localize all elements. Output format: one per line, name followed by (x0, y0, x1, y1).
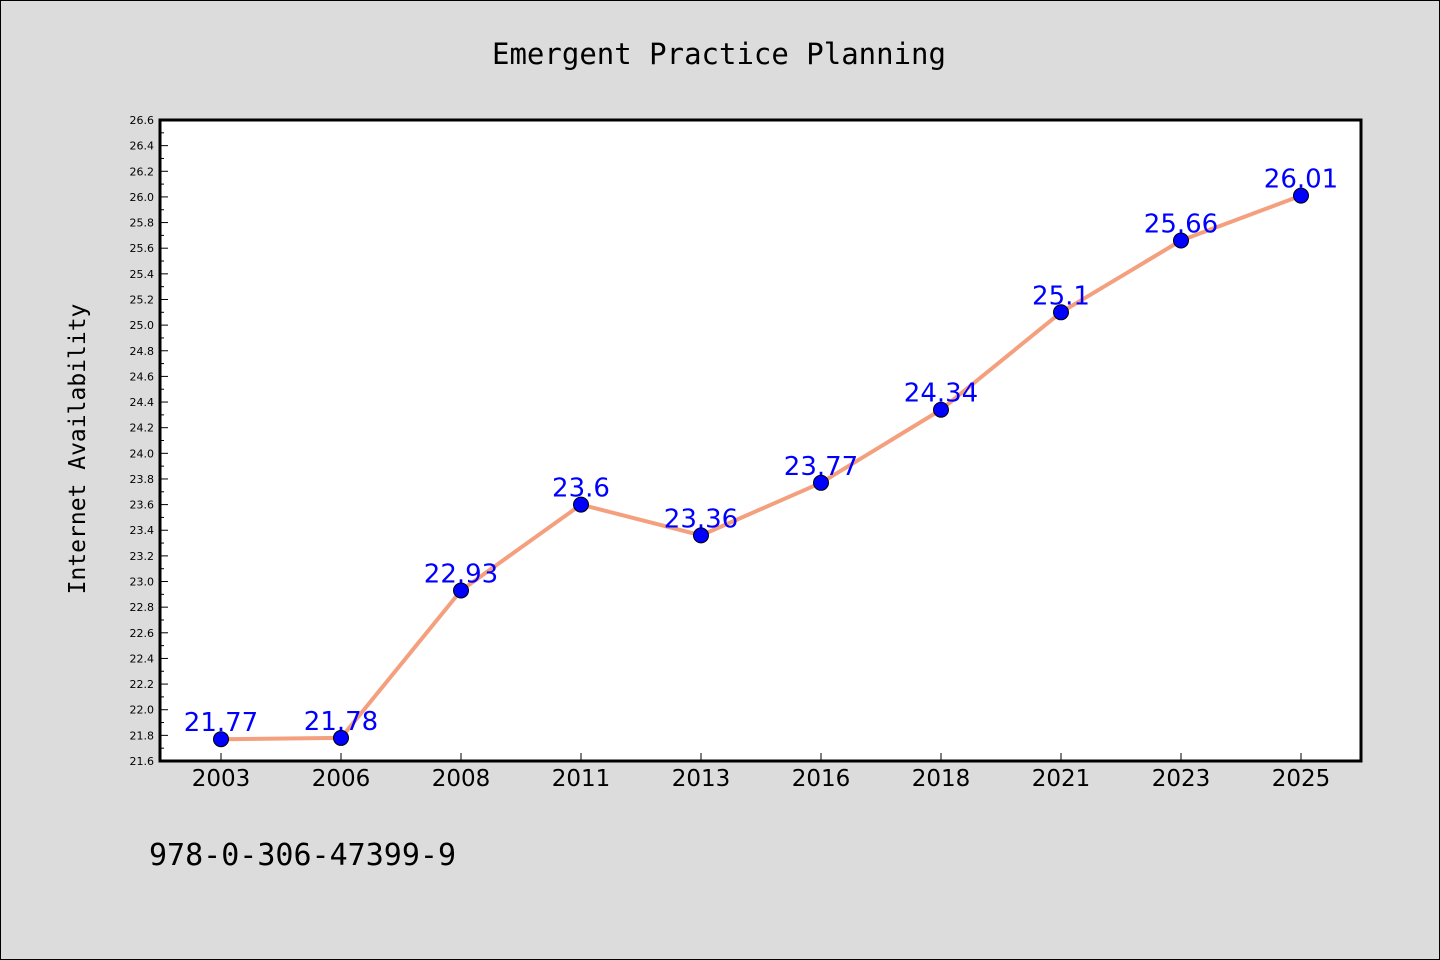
plot-area (160, 120, 1361, 761)
x-axis: 2003 2006 2008 2011 2013 2016 2018 2021 2023 2025 (192, 753, 1331, 792)
y-tick-label: 23.8 (130, 473, 155, 486)
y-tick-label: 26.0 (130, 191, 155, 204)
x-tick-label: 2003 (192, 766, 251, 792)
data-label: 23.36 (664, 504, 738, 534)
data-point (1173, 232, 1189, 249)
y-tick-label: 23.2 (130, 550, 155, 563)
data-point (453, 582, 469, 599)
data-point (693, 527, 709, 544)
y-tick-label: 22.6 (130, 627, 155, 640)
y-tick-label: 21.6 (130, 755, 155, 768)
data-labels: 21.77 21.78 22.93 23.6 23.36 23.77 24.34 25.1 25… (184, 165, 1338, 739)
data-point (333, 729, 349, 746)
data-points (213, 187, 1309, 748)
x-tick-label: 2016 (792, 766, 851, 792)
data-label: 23.77 (784, 452, 858, 482)
data-point (1293, 187, 1309, 204)
x-tick-label: 2025 (1272, 766, 1331, 792)
data-point (813, 474, 829, 491)
x-tick-label: 2008 (432, 766, 491, 792)
y-tick-label: 25.8 (130, 217, 155, 230)
series-line (220, 193, 1302, 742)
y-tick-label: 24.2 (130, 422, 155, 435)
x-tick-label: 2021 (1032, 766, 1091, 792)
y-tick-label: 26.2 (130, 165, 155, 178)
y-tick-label: 23.0 (130, 576, 155, 589)
y-tick-label: 25.4 (130, 268, 155, 281)
data-label: 25.1 (1032, 281, 1090, 311)
y-axis: 21.6 21.8 22.0 22.2 22.4 22.6 22.8 23.0 23.2 23.4… (130, 114, 168, 768)
y-tick-label: 22.8 (130, 601, 155, 614)
data-label: 24.34 (904, 379, 978, 409)
data-label: 25.66 (1144, 210, 1218, 240)
y-tick-label: 26.4 (130, 140, 155, 153)
data-label: 26.01 (1264, 165, 1338, 195)
y-tick-label: 25.2 (130, 293, 155, 306)
y-tick-label: 26.6 (130, 114, 155, 127)
y-tick-label: 23.6 (130, 499, 155, 512)
x-tick-label: 2023 (1152, 766, 1211, 792)
x-tick-label: 2013 (672, 766, 731, 792)
data-point (213, 731, 229, 748)
y-tick-label: 25.0 (130, 319, 155, 332)
chart-title: Emergent Practice Planning (492, 37, 946, 71)
y-tick-label: 21.8 (130, 729, 155, 742)
y-tick-label: 22.0 (130, 704, 155, 717)
data-point (573, 496, 589, 513)
y-tick-label: 24.6 (130, 370, 155, 383)
x-tick-label: 2018 (912, 766, 971, 792)
data-label: 23.6 (552, 474, 610, 504)
y-tick-label: 25.6 (130, 242, 155, 255)
data-label: 22.93 (424, 559, 498, 589)
y-tick-label: 22.2 (130, 678, 155, 691)
data-label: 21.78 (304, 707, 378, 737)
isbn-footer: 978-0-306-47399-9 (149, 838, 456, 873)
x-tick-label: 2006 (312, 766, 371, 792)
x-tick-label: 2011 (552, 766, 611, 792)
data-label: 21.77 (184, 708, 258, 738)
y-tick-label: 23.4 (130, 524, 155, 537)
data-point (933, 401, 949, 418)
y-tick-label: 22.4 (130, 652, 155, 665)
plot-frame (158, 118, 1363, 763)
y-tick-label: 24.4 (130, 396, 155, 409)
y-tick-label: 24.0 (130, 447, 155, 460)
y-tick-label: 24.8 (130, 345, 155, 358)
data-point (1053, 304, 1069, 321)
y-axis-label: Internet Availability (65, 304, 91, 595)
